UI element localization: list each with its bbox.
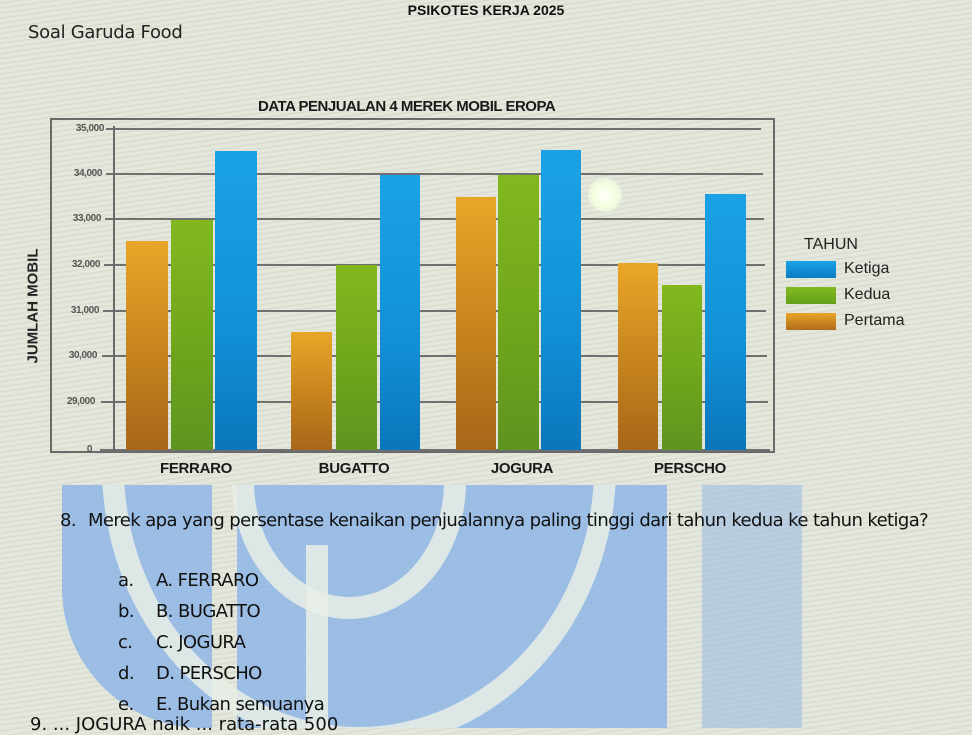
bar-perscho-ketiga	[705, 194, 746, 450]
gridline-30000	[102, 355, 767, 357]
ytick-label: 35,000	[75, 123, 105, 134]
legend-title: TAHUN	[804, 236, 858, 253]
bar-ferraro-ketiga	[215, 151, 257, 450]
page-title: PSIKOTES KERJA 2025	[407, 2, 565, 18]
option-label: C. JOGURA	[156, 632, 246, 653]
x-category-label: BUGATTO	[318, 460, 390, 477]
option-letter: b.	[118, 601, 135, 622]
gridline-34000	[106, 173, 763, 175]
chart-legend: TAHUN Ketiga Kedua Pertama	[786, 236, 904, 334]
next-question-partial: 9. ... JOGURA naik ... rata-rata 500	[30, 714, 339, 735]
answer-options: a. A. FERRARO b. B. BUGATTO c. C. JOGURA…	[118, 565, 325, 720]
option-c[interactable]: c. C. JOGURA	[118, 627, 324, 658]
ytick-label: 31,000	[70, 305, 100, 316]
option-b[interactable]: b. B. BUGATTO	[118, 596, 324, 627]
legend-label: Ketiga	[844, 260, 890, 277]
gridline-29000	[101, 401, 768, 403]
legend-swatch-green	[786, 286, 836, 304]
legend-label: Kedua	[844, 286, 891, 303]
bar-bugatto-ketiga	[380, 175, 420, 450]
ytick-label: 30,000	[68, 350, 98, 361]
gridline-32000	[104, 264, 765, 266]
ytick-label: 33,000	[72, 213, 102, 224]
bar-bugatto-kedua	[336, 265, 377, 450]
ytick-label: 29,000	[66, 396, 96, 407]
gridline-35000	[106, 128, 761, 130]
gridline-33000	[105, 218, 764, 220]
legend-label: Pertama	[844, 312, 905, 329]
chart-frame	[50, 118, 775, 453]
document-subtitle: Soal Garuda Food	[28, 22, 183, 43]
gridline-31000	[103, 310, 766, 312]
legend-item-ketiga: Ketiga	[786, 256, 904, 282]
bar-ferraro-pertama	[126, 241, 168, 450]
legend-swatch-orange	[786, 312, 836, 330]
option-label: B. BUGATTO	[156, 601, 261, 622]
legend-swatch-blue	[786, 260, 836, 278]
option-a[interactable]: a. A. FERRARO	[118, 565, 324, 596]
legend-item-pertama: Pertama	[786, 308, 904, 334]
option-d[interactable]: d. D. PERSCHO	[118, 658, 324, 689]
option-letter: c.	[118, 632, 133, 653]
bar-jogura-kedua	[498, 175, 539, 450]
option-e[interactable]: e. E. Bukan semuanya	[118, 689, 325, 720]
option-label: A. FERRARO	[156, 570, 259, 591]
question-number: 8.	[60, 510, 77, 531]
option-label: E. Bukan semuanya	[156, 694, 325, 715]
option-letter: d.	[118, 663, 135, 684]
legend-item-kedua: Kedua	[786, 282, 904, 308]
bar-bugatto-pertama	[291, 332, 332, 450]
x-axis-baseline	[100, 449, 770, 451]
screen-glare	[588, 178, 622, 212]
option-letter: a.	[118, 570, 134, 591]
chart-title: DATA PENJUALAN 4 MEREK MOBIL EROPA	[258, 98, 556, 115]
ytick-label: 34,000	[73, 168, 103, 179]
option-letter: e.	[118, 694, 134, 715]
background-watermark	[62, 485, 922, 728]
question-text: Merek apa yang persentase kenaikan penju…	[88, 510, 929, 531]
bar-perscho-pertama	[618, 263, 658, 450]
bar-plot-area	[126, 150, 746, 450]
bar-ferraro-kedua	[171, 220, 213, 450]
y-axis-line	[113, 126, 115, 452]
bar-jogura-ketiga	[541, 150, 581, 450]
option-label: D. PERSCHO	[156, 663, 262, 684]
bar-jogura-pertama	[456, 197, 496, 450]
x-category-label: JOGURA	[490, 460, 554, 477]
ytick-label: 0	[86, 444, 93, 455]
x-category-label: PERSCHO	[653, 460, 727, 477]
x-category-label: FERRARO	[159, 460, 233, 477]
ytick-label: 32,000	[71, 259, 101, 270]
bar-perscho-kedua	[662, 285, 702, 450]
